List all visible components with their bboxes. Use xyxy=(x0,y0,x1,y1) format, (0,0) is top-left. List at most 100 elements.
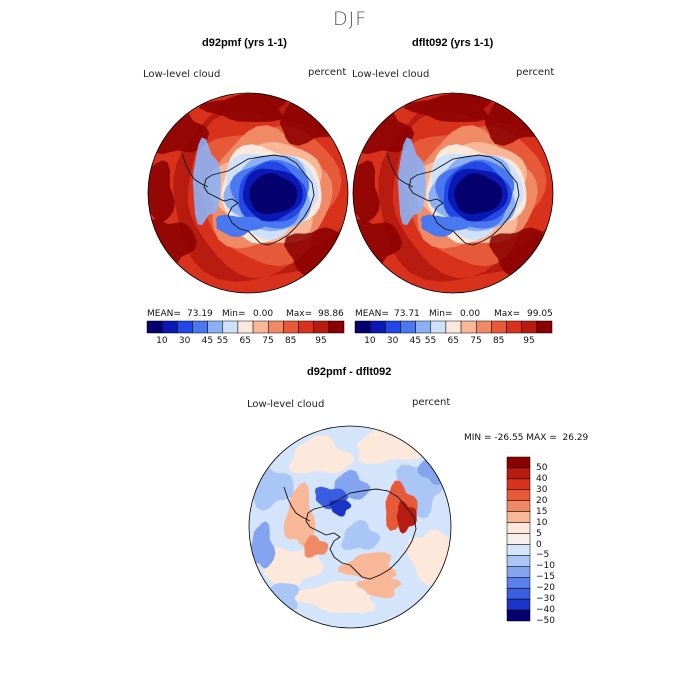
contour-band xyxy=(357,427,430,465)
contour-band xyxy=(249,521,276,569)
panel-1-max-label: Max= xyxy=(286,309,313,319)
colorbar-tick: 85 xyxy=(492,336,505,346)
panel-2-mean-label: MEAN= xyxy=(355,309,389,319)
colorbar-box xyxy=(506,587,531,600)
colorbar-box xyxy=(521,320,538,334)
coastline xyxy=(305,488,417,580)
colorbar-tick: −40 xyxy=(536,605,555,616)
colorbar-tick: 10 xyxy=(156,336,168,346)
colorbar-box xyxy=(506,609,531,622)
colorbar-tick: 15 xyxy=(536,506,548,517)
colorbar-box xyxy=(146,320,163,334)
panel-1-mean-value: 73.19 xyxy=(187,309,213,319)
panel-2-map-border xyxy=(352,92,554,294)
panel-2-max-label: Max= xyxy=(494,309,521,319)
panel-2-mean-value: 73.71 xyxy=(394,309,420,319)
panel-1-mean-label: MEAN= xyxy=(147,309,181,319)
colorbar-box xyxy=(192,320,208,334)
panel-3-units-label: percent xyxy=(412,397,451,408)
colorbar-box xyxy=(506,555,531,567)
panel-3-map-border xyxy=(248,425,452,629)
panel-2-max-value: 99.05 xyxy=(527,309,553,319)
colorbar-box xyxy=(400,320,416,334)
colorbar-box xyxy=(298,320,314,334)
colorbar-box xyxy=(283,320,299,334)
colorbar-box xyxy=(506,467,531,480)
panel-1-min-value: 0.00 xyxy=(253,309,274,319)
contour-band xyxy=(198,93,287,122)
colorbar-tick: −20 xyxy=(536,583,555,594)
panel-1-variable-label: Low-level cloud xyxy=(143,69,221,80)
contour-band xyxy=(304,535,329,558)
coastline xyxy=(181,152,209,188)
colorbar-box xyxy=(207,320,224,334)
colorbar-tick: 45 xyxy=(409,336,422,346)
colorbar-tick: 0 xyxy=(536,539,542,550)
colorbar-box xyxy=(313,320,330,334)
panel-3-colorbar xyxy=(506,456,531,622)
contour-band xyxy=(353,160,380,223)
contour-band xyxy=(148,160,175,223)
colorbar-box xyxy=(506,544,531,556)
colorbar-tick: 75 xyxy=(470,336,482,346)
coastline xyxy=(203,154,315,246)
panel-1-map-border xyxy=(147,92,349,294)
colorbar-tick: 5 xyxy=(536,528,542,539)
panel-1-min-label: Min= xyxy=(222,309,246,319)
colorbar-tick: 75 xyxy=(262,336,274,346)
colorbar-box xyxy=(506,456,531,469)
coastline xyxy=(408,154,520,246)
colorbar-box xyxy=(237,320,254,334)
colorbar-tick: 30 xyxy=(536,484,548,495)
colorbar-tick: −30 xyxy=(536,594,555,605)
colorbar-tick: 55 xyxy=(216,336,229,346)
contour-band xyxy=(215,214,265,237)
colorbar-box xyxy=(506,577,531,589)
colorbar-tick: 50 xyxy=(536,462,548,473)
panel-2-colorbar xyxy=(354,320,553,334)
colorbar-box xyxy=(460,320,477,334)
colorbar-box xyxy=(506,522,531,534)
colorbar-box xyxy=(475,320,492,334)
colorbar-box xyxy=(430,320,447,334)
panel-2-title: dflt092 (yrs 1-1) xyxy=(412,37,494,49)
colorbar-tick: 65 xyxy=(447,336,459,346)
contour-band xyxy=(341,519,381,550)
contour-band xyxy=(454,173,503,215)
colorbar-box xyxy=(415,320,432,334)
colorbar-box xyxy=(328,320,345,334)
panel-3-title: d92pmf - dflt092 xyxy=(307,366,392,378)
colorbar-tick: 30 xyxy=(386,336,399,346)
contour-band xyxy=(283,481,316,547)
contour-band xyxy=(329,499,352,517)
coastline xyxy=(386,152,414,188)
colorbar-box xyxy=(506,533,531,545)
colorbar-box xyxy=(506,489,531,501)
colorbar-box xyxy=(385,320,401,334)
panel-1-max-value: 98.86 xyxy=(318,309,344,319)
contour-band xyxy=(289,580,380,614)
colorbar-box xyxy=(506,566,531,578)
colorbar-box xyxy=(536,320,553,334)
colorbar-tick: 30 xyxy=(178,336,191,346)
colorbar-box xyxy=(506,478,531,491)
panel-1-units-label: percent xyxy=(308,67,347,78)
contour-band xyxy=(397,137,426,226)
colorbar-tick: −10 xyxy=(536,561,555,572)
figure-title: DJF xyxy=(333,8,368,30)
colorbar-box xyxy=(252,320,269,334)
panel-2-min-value: 0.00 xyxy=(460,309,481,319)
colorbar-box xyxy=(506,320,522,334)
colorbar-box xyxy=(161,320,178,334)
panel-2-map xyxy=(353,93,553,293)
contour-band xyxy=(314,486,349,510)
contour-band xyxy=(355,577,402,599)
contour-band xyxy=(396,500,417,534)
panel-1-colorbar xyxy=(146,320,345,334)
colorbar-tick: 95 xyxy=(315,336,327,346)
panel-1-map xyxy=(148,93,348,293)
colorbar-tick: 55 xyxy=(424,336,437,346)
panel-2-units-label: percent xyxy=(516,67,555,78)
contour-band xyxy=(420,214,470,237)
